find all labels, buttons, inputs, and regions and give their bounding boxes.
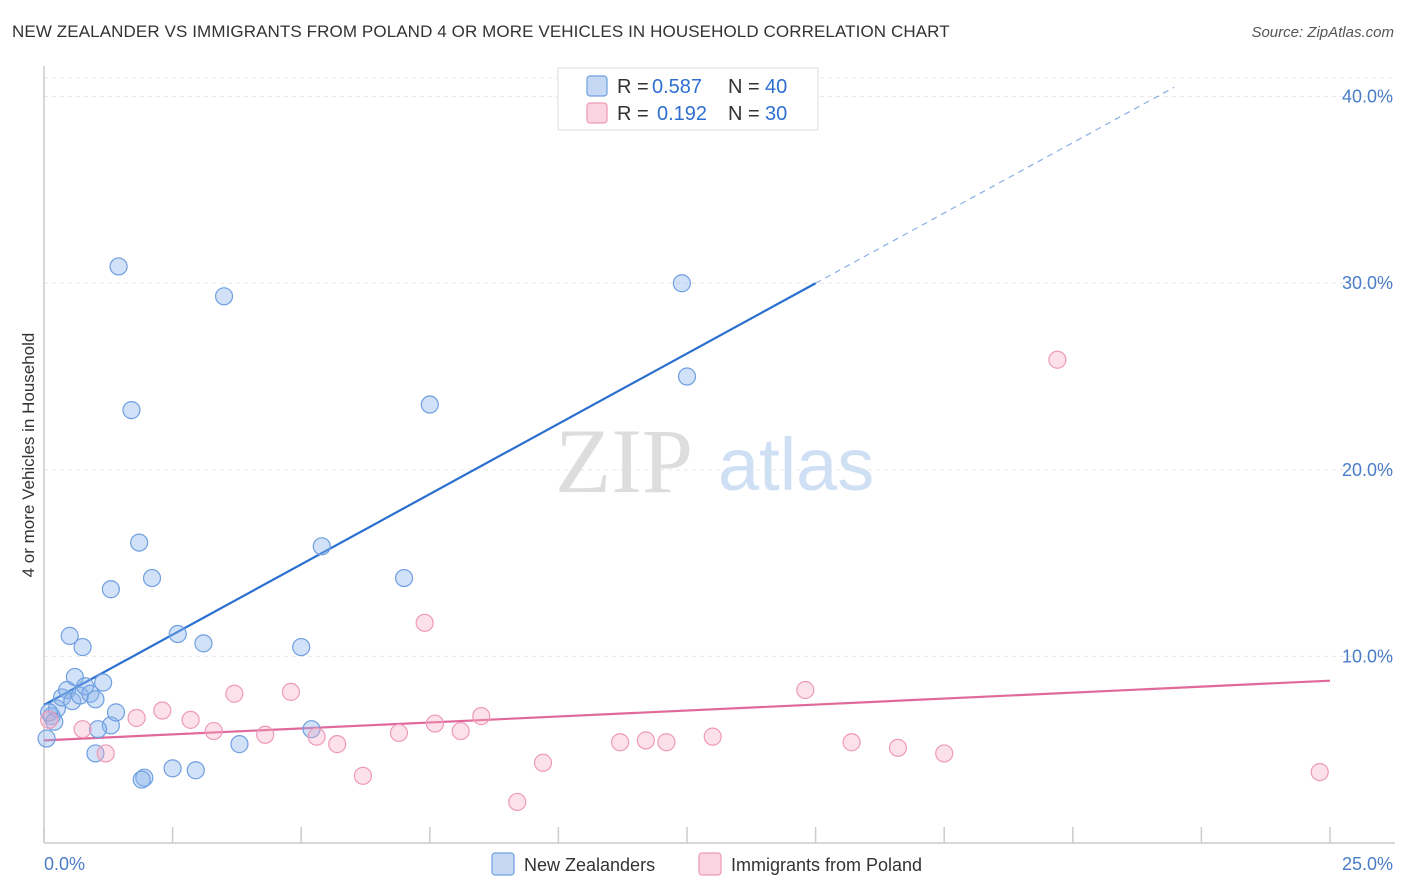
point-new-zealanders xyxy=(109,257,128,276)
point-immigrants-poland xyxy=(225,684,244,703)
point-new-zealanders xyxy=(65,667,84,687)
point-immigrants-poland xyxy=(389,723,409,743)
point-immigrants-poland xyxy=(703,727,722,746)
point-immigrants-poland xyxy=(153,701,172,720)
x-tick-label: 25.0% xyxy=(1342,854,1393,874)
point-immigrants-poland xyxy=(40,710,59,729)
point-new-zealanders xyxy=(672,274,691,293)
legend-swatch xyxy=(586,75,608,97)
point-new-zealanders xyxy=(394,568,414,588)
trend-line xyxy=(43,282,817,706)
point-immigrants-poland xyxy=(204,721,223,741)
point-immigrants-poland xyxy=(508,792,527,812)
legend-swatch xyxy=(698,852,722,876)
point-immigrants-poland xyxy=(935,744,954,763)
point-immigrants-poland xyxy=(888,738,908,757)
bottom-legend: New Zealanders Immigrants from Poland xyxy=(491,852,922,876)
legend-series-name: Immigrants from Poland xyxy=(731,855,922,875)
legend-r-value: 0.587 xyxy=(652,76,702,98)
point-immigrants-poland xyxy=(636,731,655,750)
legend-r-label: R = xyxy=(617,76,649,98)
point-new-zealanders xyxy=(81,684,100,703)
point-new-zealanders xyxy=(230,735,249,754)
y-tick-label: 40.0% xyxy=(1342,87,1393,107)
watermark: ZIP atlas xyxy=(555,410,874,512)
point-new-zealanders xyxy=(106,703,126,722)
point-new-zealanders xyxy=(420,395,439,414)
point-immigrants-poland xyxy=(796,680,815,700)
y-tick-label: 30.0% xyxy=(1342,273,1393,293)
point-immigrants-poland xyxy=(73,720,92,739)
point-immigrants-poland xyxy=(425,714,445,733)
legend-r-value: 0.192 xyxy=(657,103,707,125)
y-tick-label: 20.0% xyxy=(1342,460,1393,480)
point-new-zealanders xyxy=(122,401,141,420)
point-immigrants-poland xyxy=(281,682,301,701)
point-new-zealanders xyxy=(168,624,187,644)
legend-series-name: New Zealanders xyxy=(524,855,655,875)
point-immigrants-poland xyxy=(328,735,347,754)
watermark-zip: ZIP xyxy=(555,410,693,512)
point-new-zealanders xyxy=(86,744,105,763)
watermark-atlas: atlas xyxy=(718,423,874,506)
point-immigrants-poland xyxy=(181,710,200,729)
point-new-zealanders xyxy=(312,537,331,556)
y-tick-label: 10.0% xyxy=(1342,646,1393,666)
point-new-zealanders xyxy=(132,770,151,789)
point-new-zealanders xyxy=(86,690,105,709)
legend-swatch xyxy=(586,102,608,124)
point-immigrants-poland xyxy=(307,727,326,746)
legend-swatch xyxy=(491,852,515,876)
chart-title: NEW ZEALANDER VS IMMIGRANTS FROM POLAND … xyxy=(12,22,950,41)
point-immigrants-poland xyxy=(353,766,373,785)
legend-n-label: N = xyxy=(728,103,760,125)
point-immigrants-poland xyxy=(127,708,146,728)
trend-line-extension xyxy=(815,86,1175,284)
point-immigrants-poland xyxy=(415,613,434,632)
x-tick-label: 0.0% xyxy=(44,854,85,874)
point-new-zealanders xyxy=(37,729,56,748)
source-label: Source: ZipAtlas.com xyxy=(1251,24,1394,41)
point-immigrants-poland xyxy=(1310,762,1329,782)
point-immigrants-poland xyxy=(533,753,553,772)
legend-n-label: N = xyxy=(728,76,760,98)
point-immigrants-poland xyxy=(1048,350,1067,369)
tick-labels: 10.0% 20.0% 30.0% 40.0% 0.0% 25.0% xyxy=(44,87,1393,874)
point-new-zealanders xyxy=(292,637,311,657)
point-immigrants-poland xyxy=(451,721,470,741)
axes xyxy=(43,66,1395,844)
legend-r-label: R = xyxy=(617,103,649,125)
point-new-zealanders xyxy=(101,580,120,599)
point-new-zealanders xyxy=(40,703,59,722)
point-new-zealanders xyxy=(135,768,154,787)
point-new-zealanders xyxy=(186,761,205,780)
point-new-zealanders xyxy=(142,568,162,588)
point-immigrants-poland xyxy=(96,744,115,763)
point-new-zealanders xyxy=(194,634,213,653)
grid-lines xyxy=(44,77,1395,657)
point-immigrants-poland xyxy=(657,733,676,752)
point-new-zealanders xyxy=(163,759,182,778)
legend-n-value: 40 xyxy=(765,76,787,98)
point-new-zealanders xyxy=(677,367,697,386)
y-axis-label: 4 or more Vehicles in Household xyxy=(19,333,38,578)
data-points xyxy=(37,257,1329,812)
point-new-zealanders xyxy=(73,637,92,657)
point-immigrants-poland xyxy=(611,733,630,752)
point-new-zealanders xyxy=(214,287,234,306)
legend-stats: R = 0.587 N = 40 R = 0.192 N = 30 xyxy=(557,67,819,131)
point-new-zealanders xyxy=(60,626,79,645)
point-new-zealanders xyxy=(130,533,149,552)
point-immigrants-poland xyxy=(842,733,861,752)
legend-n-value: 30 xyxy=(765,103,787,125)
point-new-zealanders xyxy=(88,720,108,739)
point-new-zealanders xyxy=(94,673,113,692)
point-immigrants-poland xyxy=(472,707,491,726)
point-immigrants-poland xyxy=(256,725,275,744)
